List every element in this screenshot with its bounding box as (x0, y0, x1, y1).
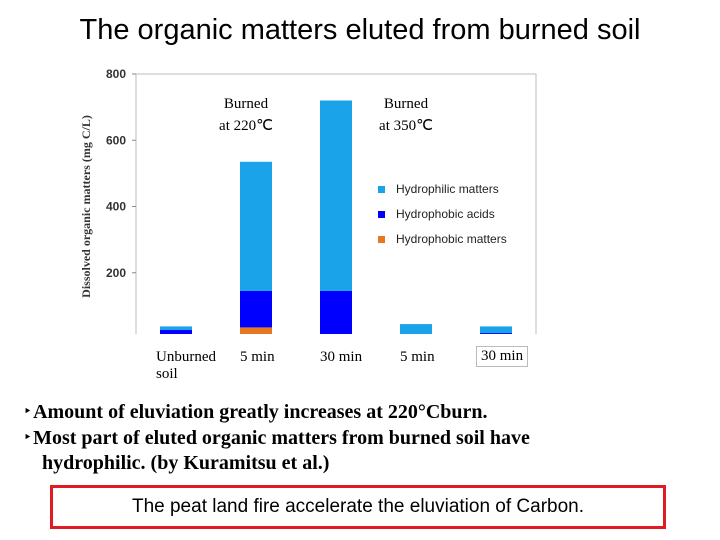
y-tick-label: 600 (106, 133, 126, 147)
bullet-text: hydrophilic. (by Kuramitsu et al.) (42, 452, 330, 474)
bar-segment (160, 329, 192, 334)
bar-segment (320, 290, 352, 334)
y-axis-label: Dissolved organic matters (mg C/L) (79, 115, 93, 298)
legend-label: Hydrophilic matters (396, 182, 499, 196)
bullet-marker: ‣ (24, 430, 32, 444)
bar-segment (480, 326, 512, 334)
category-label-unburned: Unburned soil (152, 348, 236, 384)
bullet-2-continued: hydrophilic. (by Kuramitsu et al.) (42, 450, 329, 476)
bar-segment (320, 100, 352, 291)
legend-swatch (378, 211, 385, 218)
y-tick-label: 800 (106, 67, 126, 81)
bullet-1: ‣ Amount of eluviation greatly increases … (24, 398, 488, 425)
category-label-line: soil (156, 366, 178, 382)
category-label-220-5min: 5 min (236, 348, 279, 367)
bar-chart: 0 200 400 600 800 Dissolved organic matters (… (79, 67, 537, 334)
bar-segment (240, 327, 272, 334)
group-label: at 220℃ (219, 118, 273, 134)
legend-swatch (378, 186, 385, 193)
y-tick-label: 200 (106, 266, 126, 280)
bar-segment (240, 161, 272, 291)
y-tick-label: 0 (119, 332, 126, 334)
bar-segment (400, 324, 432, 334)
bar-segment (160, 326, 192, 330)
bullet-2: ‣ Most part of eluted organic matters fro… (24, 424, 530, 451)
bar-segment (480, 333, 512, 334)
bullet-text: Most part of eluted organic matters from… (33, 427, 530, 449)
legend-swatch (378, 236, 385, 243)
conclusion-text: The peat land fire accelerate the eluvia… (131, 496, 585, 517)
legend-label: Hydrophobic matters (396, 232, 507, 246)
legend-label: Hydrophobic acids (396, 207, 495, 221)
group-label: Burned (384, 96, 429, 112)
bullet-marker: ‣ (24, 404, 32, 418)
bullet-text: Amount of eluviation greatly increases a… (33, 401, 488, 423)
y-tick-label: 400 (106, 200, 126, 214)
category-label-350-5min: 5 min (396, 348, 439, 367)
category-label-350-30min: 30 min (476, 346, 529, 367)
conclusion-box: The peat land fire accelerate the eluvia… (50, 485, 666, 529)
category-label-220-30min: 30 min (316, 348, 367, 367)
slide-title: The organic matters eluted from burned s… (79, 14, 641, 46)
bar-segment (240, 290, 272, 328)
group-label: Burned (224, 96, 269, 112)
group-label: at 350℃ (379, 118, 433, 134)
category-label-line: Unburned (156, 349, 216, 365)
